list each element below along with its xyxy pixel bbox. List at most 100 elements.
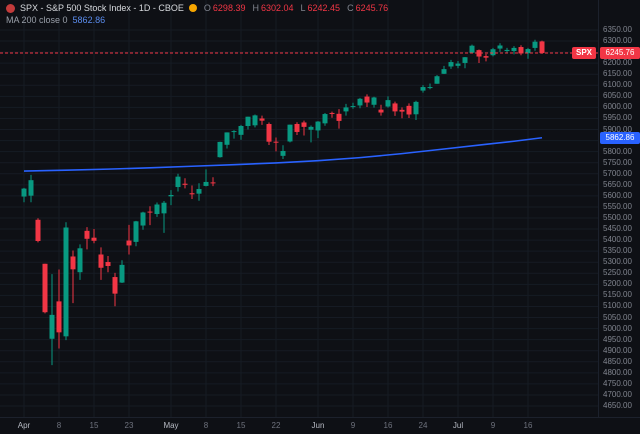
candle-body (245, 116, 251, 126)
price-axis-label: 4850.00 (603, 356, 632, 366)
candle-body (392, 103, 398, 112)
candle-body (525, 49, 531, 54)
chart-plot-area[interactable]: SPX - S&P 500 Stock Index - 1D - CBOE O … (0, 0, 598, 417)
candle-body (91, 237, 97, 241)
candle-body (322, 114, 328, 124)
candle-body (420, 87, 426, 91)
time-axis-label: 15 (236, 421, 246, 430)
price-axis-label: 4950.00 (603, 334, 632, 344)
delayed-data-clock-icon (188, 4, 197, 12)
candle-body (56, 301, 62, 333)
time-axis-label: 9 (350, 421, 356, 430)
price-axis[interactable]: 6350.006300.006250.006200.006150.006100.… (598, 0, 640, 417)
candle-body (168, 194, 174, 197)
symbol-title[interactable]: SPX - S&P 500 Stock Index - 1D - CBOE (20, 3, 184, 13)
time-axis-label: 16 (383, 421, 393, 430)
candle-body (126, 240, 132, 246)
candle-body (252, 115, 258, 126)
candle-body (63, 227, 69, 337)
candle-body (189, 193, 195, 195)
candle-body (329, 112, 335, 114)
symbol-legend-row: SPX - S&P 500 Stock Index - 1D - CBOE O … (6, 2, 388, 14)
time-axis-label: 9 (490, 421, 496, 430)
candle-body (203, 181, 209, 186)
price-axis-label: 4700.00 (603, 389, 632, 399)
price-axis-label: 6100.00 (603, 80, 632, 90)
candle-body (280, 150, 286, 156)
time-axis-label: 8 (56, 421, 62, 430)
candle-body (301, 122, 307, 127)
candle-body (98, 254, 104, 268)
candle-body (70, 256, 76, 270)
candle-body (84, 230, 90, 239)
price-axis-label: 5300.00 (603, 257, 632, 267)
time-axis-label: 15 (89, 421, 99, 430)
candle-body (336, 113, 342, 121)
candle-body (511, 47, 517, 52)
price-axis-label: 6300.00 (603, 36, 632, 46)
candle-body (119, 264, 125, 283)
candle-body (133, 221, 139, 242)
candle-body (28, 180, 34, 196)
time-axis-label: 16 (523, 421, 533, 430)
last-price-axis-label: 6245.76 (600, 47, 640, 60)
indicator-legend-row: MA 200 close 0 5862.86 (6, 14, 388, 26)
time-axis[interactable]: Apr 8 15 23 May 8 15 22 Jun 9 16 24 Jul 9 16 (0, 417, 640, 434)
price-axis-label: 6350.00 (603, 25, 632, 34)
candle-body (462, 57, 468, 63)
close-value: 6245.76 (355, 3, 389, 13)
price-axis-label: 5000.00 (603, 323, 632, 333)
open-value: 6298.39 (212, 3, 246, 13)
candle-body (504, 49, 510, 52)
ma-indicator-value: 5862.86 (72, 15, 106, 25)
time-axis-label: 8 (203, 421, 209, 430)
price-axis-label: 5500.00 (603, 213, 632, 222)
price-axis-label: 5100.00 (603, 301, 632, 311)
price-axis-label: 5550.00 (603, 201, 632, 211)
candle-body (196, 189, 202, 194)
price-axis-label: 5950.00 (603, 113, 632, 123)
time-axis-label: Jun (311, 421, 325, 430)
candle-body (469, 45, 475, 53)
candle-body (308, 126, 314, 130)
candle-body (350, 106, 356, 108)
candlestick-chart[interactable] (0, 0, 598, 417)
candle-body (217, 141, 223, 158)
candle-body (315, 121, 321, 131)
price-axis-label: 5750.00 (603, 157, 632, 167)
ma-indicator-label[interactable]: MA 200 close 0 (6, 15, 68, 25)
candle-body (490, 49, 496, 56)
chart-legend: SPX - S&P 500 Stock Index - 1D - CBOE O … (6, 2, 388, 26)
price-axis-label: 5350.00 (603, 246, 632, 256)
low-label: L (300, 3, 306, 13)
close-label: C (347, 3, 354, 13)
candle-body (385, 100, 391, 107)
candle-body (224, 132, 230, 145)
candle-body (497, 45, 503, 49)
candle-body (539, 41, 545, 54)
time-axis-label: 23 (124, 421, 134, 430)
candle-body (105, 262, 111, 266)
candle-body (413, 101, 419, 115)
candle-body (238, 125, 244, 135)
price-axis-label: 5600.00 (603, 190, 632, 200)
price-axis-label: 5800.00 (603, 146, 632, 156)
candle-body (77, 248, 83, 273)
candle-body (175, 176, 181, 188)
candle-body (154, 204, 160, 215)
candle-body (406, 105, 412, 115)
candle-body (287, 124, 293, 142)
candle-body (147, 211, 153, 213)
candle-body (518, 47, 524, 54)
price-axis-label: 5250.00 (603, 268, 632, 278)
candle-body (441, 69, 447, 74)
candle-body (49, 314, 55, 339)
candle-body (357, 98, 363, 106)
candle-body (21, 188, 27, 197)
price-axis-label: 5900.00 (603, 124, 632, 134)
candle-body (427, 87, 433, 89)
candle-body (455, 63, 461, 66)
candle-body (140, 212, 146, 226)
ma-200-line (23, 136, 543, 172)
